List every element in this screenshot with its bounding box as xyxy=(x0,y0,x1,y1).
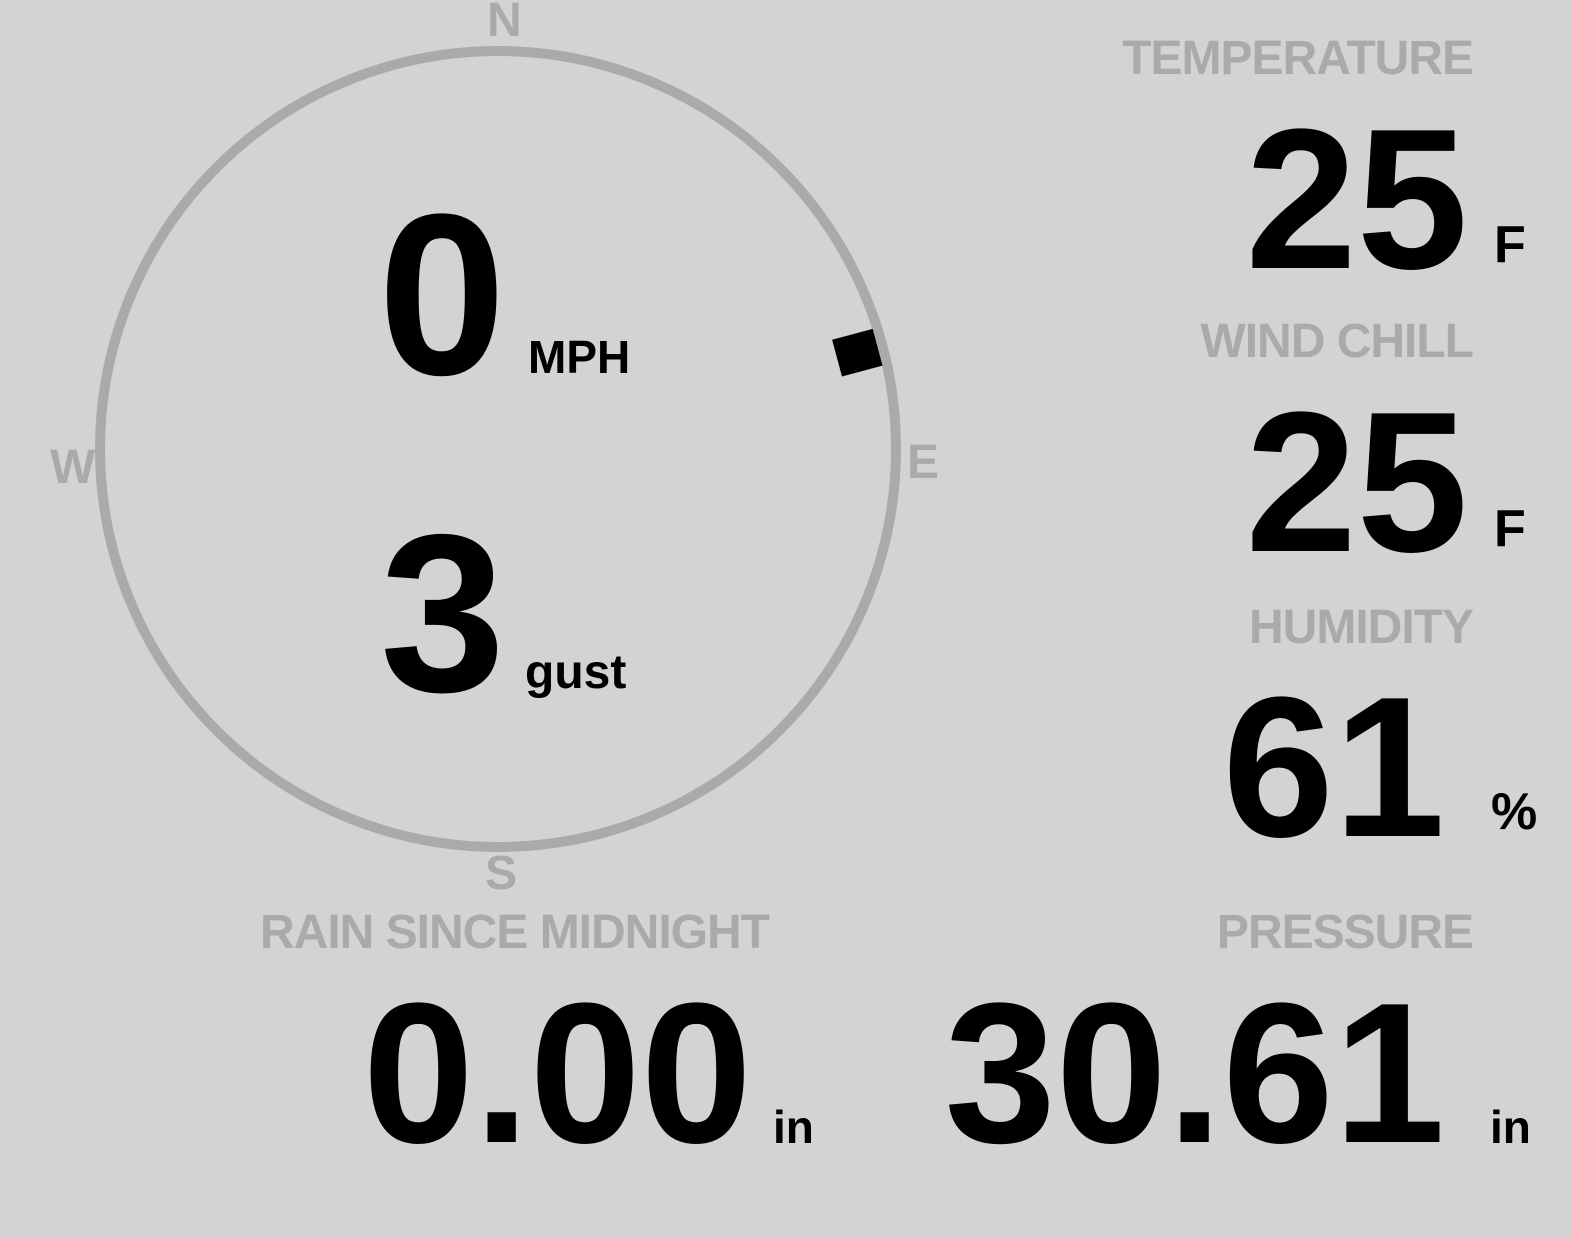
humidity-unit: % xyxy=(1491,783,1538,841)
wind-direction-marker xyxy=(832,328,883,377)
compass-north-label: N xyxy=(487,0,522,47)
rain-unit: in xyxy=(773,1101,814,1153)
wind-speed-unit: MPH xyxy=(528,331,631,383)
compass-east-label: E xyxy=(907,436,940,489)
rain-value: 0.00 xyxy=(362,962,752,1185)
pressure-value: 30.61 xyxy=(944,962,1446,1185)
compass-ring xyxy=(95,46,901,852)
wind-gust-unit: gust xyxy=(525,646,627,699)
rain-label: RAIN SINCE MIDNIGHT xyxy=(260,906,770,959)
compass-west-label: W xyxy=(50,441,96,494)
temperature-value: 25 xyxy=(1245,88,1468,311)
wind-gust-value: 3 xyxy=(380,487,506,739)
humidity-value: 61 xyxy=(1222,656,1445,879)
compass-south-label: S xyxy=(485,847,518,900)
wind-chill-value: 25 xyxy=(1245,371,1468,594)
wind-speed-value: 0 xyxy=(378,166,506,423)
temperature-label: TEMPERATURE xyxy=(1122,32,1474,85)
temperature-unit: F xyxy=(1494,216,1526,274)
wind-chill-unit: F xyxy=(1494,500,1526,558)
humidity-label: HUMIDITY xyxy=(1249,601,1474,654)
pressure-unit: in xyxy=(1490,1101,1531,1153)
pressure-label: PRESSURE xyxy=(1216,906,1474,959)
wind-chill-label: WIND CHILL xyxy=(1200,315,1474,368)
